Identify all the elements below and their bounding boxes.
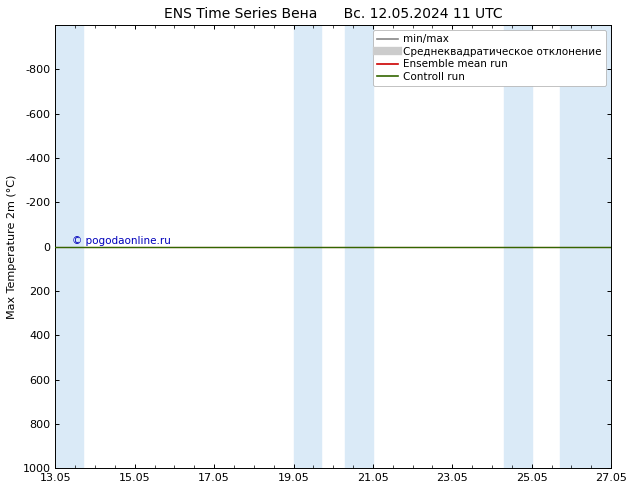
Title: ENS Time Series Вена      Вс. 12.05.2024 11 UTC: ENS Time Series Вена Вс. 12.05.2024 11 U… [164, 7, 503, 21]
Bar [294, 25, 321, 468]
Bar [560, 25, 611, 468]
Bar [55, 25, 83, 468]
Bar [504, 25, 532, 468]
Text: © pogodaonline.ru: © pogodaonline.ru [72, 236, 171, 246]
Y-axis label: Max Temperature 2m (°C): Max Temperature 2m (°C) [7, 174, 17, 318]
Legend: min/max, Среднеквадратическое отклонение, Ensemble mean run, Controll run: min/max, Среднеквадратическое отклонение… [373, 30, 606, 86]
Bar [345, 25, 373, 468]
